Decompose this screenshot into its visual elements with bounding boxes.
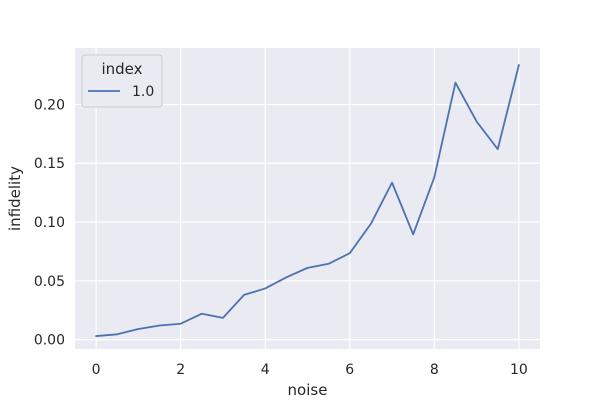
legend: index 1.0: [81, 54, 163, 108]
x-tick-label: 2: [176, 362, 185, 378]
y-axis-label: infidelity: [6, 166, 24, 231]
y-axis-ticks: 0.00 0.05 0.10 0.15 0.20: [34, 97, 65, 348]
y-tick-label: 0.15: [34, 156, 65, 172]
x-tick-label: 6: [345, 362, 354, 378]
x-tick-label: 4: [261, 362, 270, 378]
x-axis-ticks: 0 2 4 6 8 10: [92, 362, 528, 378]
x-tick-label: 10: [510, 362, 528, 378]
series-line-0: [95, 64, 520, 337]
y-tick-label: 0.00: [34, 333, 65, 349]
grid: [75, 48, 540, 349]
y-tick-label: 0.10: [34, 215, 65, 231]
x-tick-label: 0: [92, 362, 101, 378]
series-lines: [95, 64, 520, 337]
y-tick-label: 0.05: [34, 274, 65, 290]
legend-entry-label: 1.0: [132, 84, 154, 100]
legend-box: [81, 54, 163, 108]
legend-title: index: [101, 60, 142, 78]
x-axis-label: noise: [288, 381, 328, 399]
x-tick-label: 8: [430, 362, 439, 378]
y-tick-label: 0.20: [34, 97, 65, 113]
